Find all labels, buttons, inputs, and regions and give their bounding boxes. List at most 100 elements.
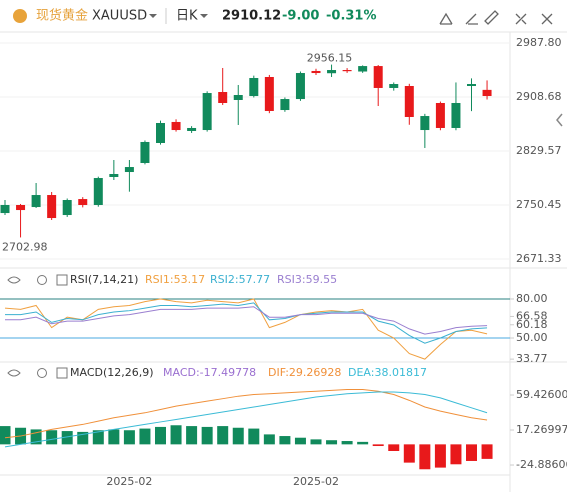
candle-body bbox=[31, 195, 41, 208]
price: 2910.12 bbox=[222, 9, 281, 24]
legend-entry: RSI3:59.55 bbox=[277, 273, 337, 286]
logo-icon bbox=[13, 9, 27, 23]
y-tick-label: 33.77 bbox=[516, 352, 548, 365]
legend-entry: MACD:-17.49778 bbox=[163, 366, 256, 379]
macd-bar bbox=[232, 427, 244, 445]
macd-bar bbox=[372, 444, 384, 447]
tool-icon[interactable] bbox=[484, 10, 499, 25]
symbol[interactable]: XAUUSD bbox=[92, 9, 147, 24]
macd-bar bbox=[466, 444, 477, 461]
collapse-arrow[interactable] bbox=[556, 113, 563, 127]
y-tick-label: 59.42600 bbox=[516, 388, 567, 401]
legend-entry: DEA:38.01817 bbox=[348, 366, 427, 379]
candle-body bbox=[311, 70, 321, 74]
rsi-title: RSI(7,14,21) bbox=[70, 273, 138, 286]
macd-bar bbox=[46, 430, 58, 445]
candle-body bbox=[358, 66, 368, 72]
y-tick-label: 80.00 bbox=[516, 292, 548, 305]
macd-bar bbox=[217, 426, 229, 445]
macd-line bbox=[4, 389, 488, 439]
y-tick-label: 2987.80 bbox=[516, 36, 562, 49]
candle-body bbox=[435, 102, 445, 128]
candle-body bbox=[249, 78, 259, 97]
macd-bar bbox=[92, 430, 104, 445]
change-percent: -0.31% bbox=[326, 9, 377, 24]
macd-bar bbox=[61, 431, 73, 445]
macd-bar bbox=[294, 437, 306, 445]
candle-body bbox=[420, 116, 430, 131]
macd-bar bbox=[186, 426, 198, 445]
candle-body bbox=[109, 173, 119, 178]
macd-bar bbox=[108, 429, 120, 445]
candle-body bbox=[482, 89, 492, 97]
toolbar bbox=[439, 10, 553, 25]
gear-icon[interactable] bbox=[37, 368, 47, 378]
rsi-line bbox=[5, 302, 488, 344]
gear-icon[interactable] bbox=[37, 275, 47, 285]
candle-body bbox=[295, 73, 305, 100]
indicator-icon bbox=[56, 367, 68, 379]
tool-icon[interactable] bbox=[515, 13, 527, 25]
macd-bar bbox=[450, 444, 462, 465]
rsi-line bbox=[4, 298, 488, 360]
y-tick-label: 2750.45 bbox=[516, 198, 562, 211]
macd-bar bbox=[388, 444, 400, 452]
dropdown-arrow bbox=[149, 14, 157, 18]
candle-body bbox=[78, 199, 88, 205]
y-tick-label: 60.18 bbox=[516, 318, 548, 331]
macd-bar bbox=[434, 444, 446, 468]
rsi-controls bbox=[7, 274, 68, 379]
macd-bar bbox=[279, 436, 291, 445]
candle-body bbox=[124, 167, 134, 173]
macd-bar bbox=[263, 434, 275, 445]
candle-body bbox=[467, 84, 476, 86]
macd-bar bbox=[248, 428, 260, 445]
macd-bar bbox=[403, 444, 415, 463]
macd-bar bbox=[341, 441, 353, 445]
macd-bar bbox=[326, 440, 338, 445]
y-tick-label: -24.88606 bbox=[516, 458, 567, 471]
candle-body bbox=[0, 204, 10, 214]
macd-bar bbox=[201, 426, 213, 445]
tool-icon[interactable] bbox=[465, 13, 478, 25]
macd-bar bbox=[357, 441, 369, 445]
eye-icon[interactable] bbox=[7, 276, 21, 284]
candle-body bbox=[389, 84, 399, 88]
macd-bar bbox=[481, 444, 493, 459]
macd-bar bbox=[139, 428, 151, 445]
y-tick-label: 2671.33 bbox=[516, 252, 562, 265]
instrument-name: 现货黄金 bbox=[36, 8, 88, 24]
low-label: 2702.98 bbox=[2, 240, 48, 253]
y-tick-label: 50.00 bbox=[516, 331, 548, 344]
legend-entry: RSI2:57.77 bbox=[210, 273, 270, 286]
candle-body bbox=[202, 93, 212, 131]
macd-bar bbox=[30, 429, 42, 445]
tool-icon[interactable] bbox=[439, 12, 453, 25]
candle-body bbox=[156, 122, 165, 144]
candle-body bbox=[140, 141, 150, 164]
eye-icon[interactable] bbox=[7, 369, 21, 377]
period[interactable]: 日K bbox=[176, 9, 198, 24]
candle-body bbox=[47, 195, 57, 219]
candle-body bbox=[373, 66, 383, 88]
macd-bar bbox=[77, 431, 89, 445]
candle-body bbox=[280, 99, 290, 111]
high-label: 2956.15 bbox=[307, 52, 353, 65]
tool-icon[interactable] bbox=[541, 13, 553, 25]
candle-body bbox=[264, 76, 274, 111]
candle-body bbox=[16, 204, 26, 211]
macd-bar bbox=[155, 426, 166, 445]
y-tick-label: 66.58 bbox=[516, 309, 548, 322]
x-tick-label: 2025-02 bbox=[106, 475, 152, 488]
candle-body bbox=[342, 70, 352, 72]
change: -9.00 bbox=[282, 9, 319, 24]
candle-body bbox=[93, 178, 103, 205]
y-tick-label: 17.26997 bbox=[516, 423, 567, 436]
candle-body bbox=[233, 95, 243, 100]
candle-body bbox=[187, 127, 197, 131]
x-tick-label: 2025-02 bbox=[293, 475, 339, 488]
candle-body bbox=[62, 200, 72, 216]
candle-body bbox=[327, 70, 337, 74]
candle-body bbox=[171, 121, 181, 131]
